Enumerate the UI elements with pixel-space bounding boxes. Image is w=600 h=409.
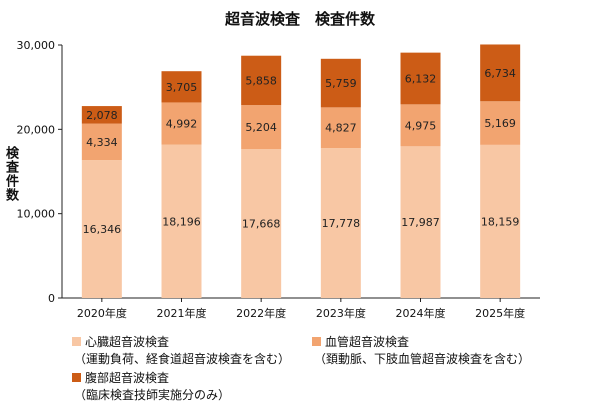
y-axis-label: 検査件数 <box>3 146 18 202</box>
data-label: 4,334 <box>86 136 118 149</box>
data-label: 4,827 <box>325 122 357 135</box>
legend-swatch-abdominal <box>72 373 81 382</box>
legend-note-cardiac: （運動負荷、経食道超音波検査を含む） <box>74 352 291 366</box>
chart-title: 超音波検査 検査件数 <box>224 10 375 28</box>
data-label: 5,169 <box>484 117 516 130</box>
bar-segment-0 <box>400 146 441 298</box>
bar-segment-2 <box>161 71 202 103</box>
y-tick-label: 10,000 <box>17 208 56 221</box>
data-label: 4,975 <box>405 119 437 132</box>
x-tick-label: 2021年度 <box>157 306 207 320</box>
y-tick-label: 0 <box>48 292 55 305</box>
data-label: 3,705 <box>166 81 198 94</box>
legend-item-cardiac: 心臓超音波検査 （運動負荷、経食道超音波検査を含む） <box>72 334 290 368</box>
data-label: 16,346 <box>83 223 122 236</box>
x-tick-label: 2022年度 <box>236 306 286 320</box>
legend-swatch-vascular <box>312 337 321 346</box>
y-tick-label: 30,000 <box>17 39 56 52</box>
data-label: 6,132 <box>405 72 437 85</box>
bar-segment-2 <box>320 58 361 108</box>
data-label: 17,778 <box>322 217 361 230</box>
bar-segment-0 <box>161 144 202 298</box>
bar-segment-1 <box>241 105 282 149</box>
data-label: 5,858 <box>245 74 277 87</box>
bar-segment-1 <box>480 101 521 145</box>
bar-segment-0 <box>320 148 361 298</box>
data-label: 5,204 <box>245 121 277 134</box>
data-label: 18,196 <box>162 215 201 228</box>
legend-swatch-cardiac <box>72 337 81 346</box>
bar-segment-2 <box>81 106 122 124</box>
legend-note-vascular: （頚動脈、下肢血管超音波検査を含む） <box>314 352 531 366</box>
legend-label-vascular: 血管超音波検査 <box>325 335 410 349</box>
legend-item-abdominal: 腹部超音波検査 （臨床検査技師実施分のみ） <box>72 370 230 404</box>
bar-chart: 0 10,000 20,000 30,000 16,346 4,334 2,078 2020年… <box>17 39 540 320</box>
data-label: 17,987 <box>401 216 440 229</box>
legend-item-vascular: 血管超音波検査 （頚動脈、下肢血管超音波検査を含む） <box>312 334 530 368</box>
bar-segment-1 <box>400 104 441 147</box>
data-label: 18,159 <box>481 215 520 228</box>
y-tick-label: 20,000 <box>17 123 56 136</box>
bar-segment-2 <box>241 55 282 106</box>
data-label: 17,668 <box>242 217 281 230</box>
legend-note-abdominal: （臨床検査技師実施分のみ） <box>74 388 231 402</box>
bar-segment-1 <box>81 123 122 161</box>
data-label: 5,759 <box>325 77 357 90</box>
bar-segment-2 <box>480 44 521 102</box>
x-tick-label: 2025年度 <box>475 306 525 320</box>
bar-segment-2 <box>400 52 441 105</box>
bar-segment-0 <box>480 144 521 298</box>
data-label: 6,734 <box>484 67 516 80</box>
data-label: 2,078 <box>86 109 118 122</box>
bar-segment-1 <box>161 102 202 145</box>
x-tick-label: 2023年度 <box>316 306 366 320</box>
x-tick-label: 2020年度 <box>77 306 127 320</box>
data-label: 4,992 <box>166 117 198 130</box>
bar-segment-0 <box>81 160 122 298</box>
legend-label-abdominal: 腹部超音波検査 <box>85 371 170 385</box>
legend-label-cardiac: 心臓超音波検査 <box>85 335 170 349</box>
bar-segment-0 <box>241 148 282 298</box>
bar-segment-1 <box>320 107 361 149</box>
x-tick-label: 2024年度 <box>396 306 446 320</box>
